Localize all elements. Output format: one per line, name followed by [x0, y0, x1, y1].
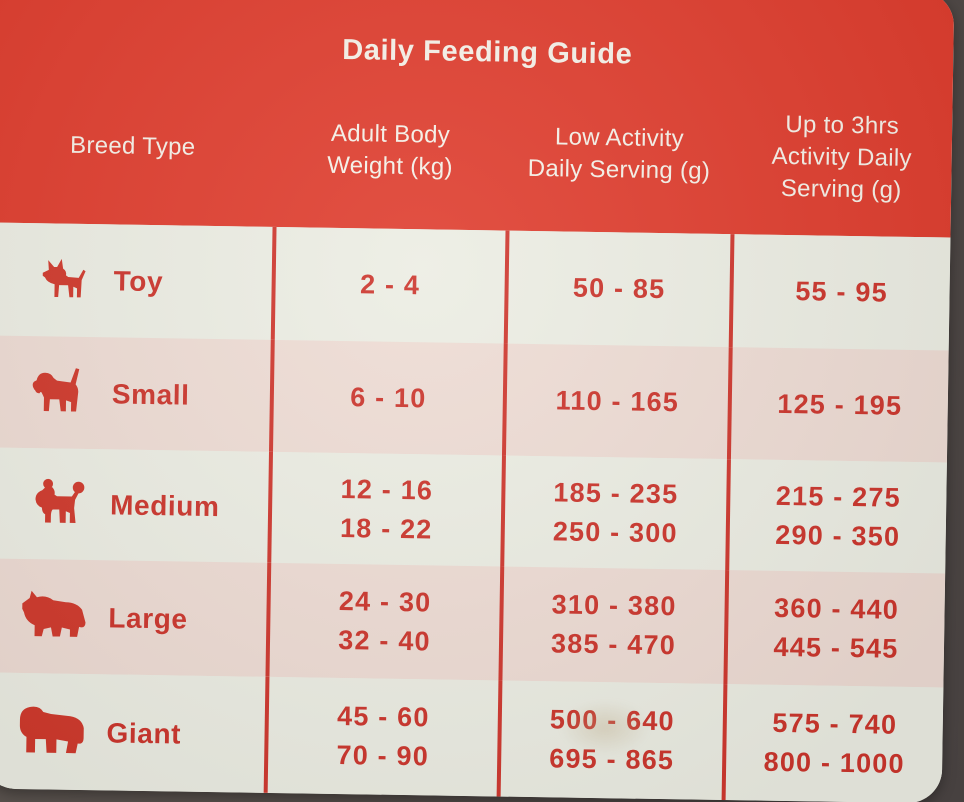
column-header-line: Low Activity [554, 123, 685, 153]
giant-dog-icon [6, 700, 107, 764]
value-line: 32 - 40 [338, 624, 432, 657]
value-line: 125 - 195 [777, 388, 903, 421]
value-line: 70 - 90 [336, 739, 430, 772]
breed-cell: Large [0, 558, 267, 676]
toy-dog-icon [13, 255, 114, 305]
value-line: 360 - 440 [773, 592, 900, 625]
breed-name: Medium [109, 489, 220, 523]
column-header-line: Weight (kg) [327, 151, 453, 181]
value-line: 50 - 85 [572, 272, 666, 305]
value-line: 45 - 60 [336, 700, 430, 733]
breed-name: Toy [113, 265, 164, 298]
column-header-line: Breed Type [69, 131, 196, 161]
column-header-row: Breed Type Adult Body Weight (kg) Low Ac… [0, 69, 953, 234]
page-title: Daily Feeding Guide [341, 33, 633, 71]
column-header-line: Up to 3hrs [785, 110, 900, 140]
value-line: 445 - 545 [773, 631, 899, 664]
value-line: 6 - 10 [350, 381, 427, 413]
low-activity-cell: 500 - 640 695 - 865 [496, 680, 724, 801]
table-body: Toy 2 - 4 50 - 85 55 - 95 Smal [0, 222, 951, 802]
high-activity-cell: 125 - 195 [726, 347, 949, 463]
table-row-small: Small 6 - 10 110 - 165 125 - 195 [0, 335, 949, 463]
high-activity-cell: 360 - 440 445 - 545 [723, 570, 946, 688]
value-line: 800 - 1000 [763, 746, 905, 779]
high-activity-cell: 575 - 740 800 - 1000 [721, 684, 944, 802]
small-dog-icon [11, 364, 112, 422]
table-row-medium: Medium 12 - 16 18 - 22 185 - 235 250 - 3… [0, 447, 947, 574]
value-line: 110 - 165 [555, 384, 680, 417]
breed-cell: Small [0, 335, 271, 451]
value-line: 575 - 740 [772, 707, 898, 740]
breed-name: Giant [106, 716, 182, 750]
value-line: 385 - 470 [550, 628, 677, 661]
weight-cell: 24 - 30 32 - 40 [265, 562, 501, 681]
weight-cell: 45 - 60 70 - 90 [263, 676, 499, 797]
breed-name: Large [108, 601, 188, 635]
breed-cell: Giant [0, 672, 265, 792]
column-header-line: Daily Serving (g) [527, 154, 711, 185]
low-activity-cell: 185 - 235 250 - 300 [500, 455, 727, 571]
breed-cell: Medium [0, 447, 269, 562]
value-line: 12 - 16 [340, 473, 434, 505]
feeding-guide-header: Daily Feeding Guide Breed Type Adult Bod… [0, 0, 955, 238]
weight-cell: 6 - 10 [269, 339, 504, 456]
table-row-giant: Giant 45 - 60 70 - 90 500 - 640 695 - 86… [0, 672, 944, 802]
low-activity-cell: 310 - 380 385 - 470 [498, 566, 726, 685]
high-activity-cell: 55 - 95 [728, 234, 951, 351]
column-header-line: Adult Body [330, 119, 451, 149]
value-line: 24 - 30 [338, 586, 432, 618]
value-line: 215 - 275 [775, 480, 902, 513]
value-line: 185 - 235 [553, 476, 679, 509]
weight-cell: 2 - 4 [270, 226, 506, 344]
low-activity-cell: 110 - 165 [501, 343, 729, 460]
value-line: 2 - 4 [359, 269, 421, 301]
high-activity-cell: 215 - 275 290 - 350 [725, 459, 947, 574]
low-activity-cell: 50 - 85 [503, 230, 731, 348]
column-header-adult-body-weight: Adult Body Weight (kg) [273, 117, 507, 185]
value-line: 290 - 350 [775, 519, 901, 552]
table-row-toy: Toy 2 - 4 50 - 85 55 - 95 [0, 222, 951, 351]
value-line: 500 - 640 [549, 704, 676, 737]
table-row-large: Large 24 - 30 32 - 40 310 - 380 385 - 47… [0, 558, 946, 688]
weight-cell: 12 - 16 18 - 22 [267, 451, 502, 567]
breed-name: Small [111, 377, 190, 411]
value-line: 18 - 22 [339, 512, 433, 544]
column-header-high-activity: Up to 3hrs Activity Daily Serving (g) [731, 108, 952, 207]
value-line: 695 - 865 [549, 743, 675, 776]
column-header-line: Activity Daily [771, 142, 913, 172]
value-line: 310 - 380 [551, 589, 677, 622]
column-header-low-activity: Low Activity Daily Serving (g) [506, 121, 732, 189]
column-header-breed-type: Breed Type [0, 128, 274, 164]
breed-cell: Toy [0, 222, 273, 339]
medium-dog-icon [10, 475, 111, 533]
column-header-line: Serving (g) [780, 174, 902, 204]
large-dog-icon [8, 587, 109, 647]
value-line: 250 - 300 [552, 515, 678, 548]
value-line: 55 - 95 [795, 276, 889, 308]
